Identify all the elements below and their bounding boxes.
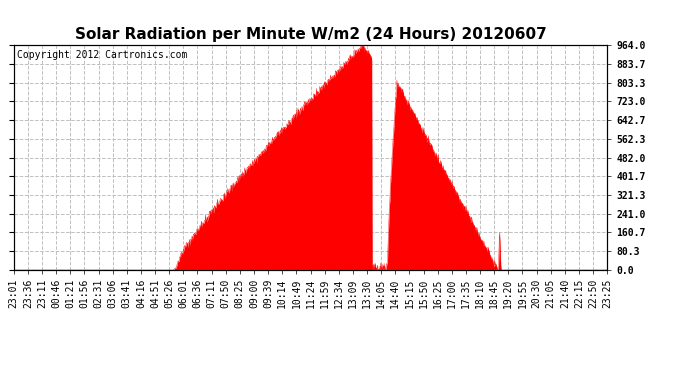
- Text: Copyright 2012 Cartronics.com: Copyright 2012 Cartronics.com: [17, 50, 187, 60]
- Title: Solar Radiation per Minute W/m2 (24 Hours) 20120607: Solar Radiation per Minute W/m2 (24 Hour…: [75, 27, 546, 42]
